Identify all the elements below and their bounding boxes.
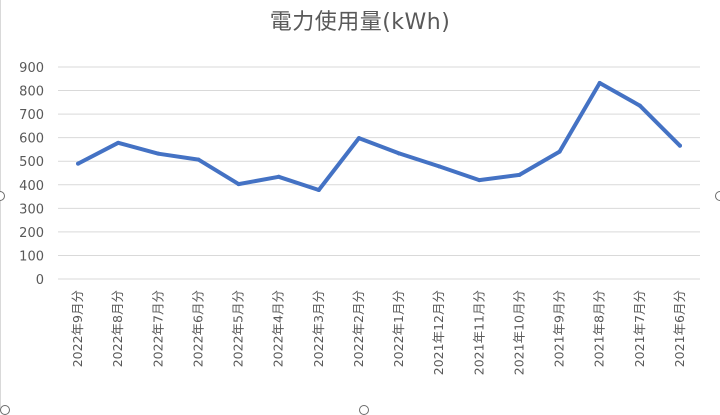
y-tick-label: 700 (19, 108, 44, 123)
y-tick-label: 500 (19, 155, 44, 170)
data-point (316, 187, 321, 192)
y-tick-label: 0 (36, 273, 44, 288)
x-tick-label: 2021年11月分 (471, 290, 486, 375)
y-tick-label: 200 (19, 226, 44, 241)
data-point (196, 157, 201, 162)
x-tick-label: 2022年1月分 (391, 290, 406, 367)
data-point (477, 178, 482, 183)
series-line (76, 81, 682, 192)
x-tick-label: 2022年2月分 (351, 290, 366, 367)
y-tick-label: 400 (19, 179, 44, 194)
x-tick-label: 2021年6月分 (672, 290, 687, 367)
x-tick-label: 2021年12月分 (431, 290, 446, 375)
data-point (517, 172, 522, 177)
x-tick-label: 2022年8月分 (110, 290, 125, 367)
chart-title: 電力使用量(kWh) (269, 10, 451, 35)
data-point (356, 136, 361, 141)
x-tick-label: 2022年9月分 (70, 290, 85, 367)
y-tick-label: 300 (19, 202, 44, 217)
x-tick-label: 2022年6月分 (190, 290, 205, 367)
resize-handle-right[interactable] (715, 191, 720, 201)
data-point (236, 182, 241, 187)
y-tick-label: 600 (19, 132, 44, 147)
x-tick-label: 2022年7月分 (150, 290, 165, 367)
x-tick-label: 2022年4月分 (271, 290, 286, 367)
data-point (397, 151, 402, 156)
resize-handle-bottom-left[interactable] (0, 405, 10, 415)
x-tick-label: 2021年8月分 (592, 290, 607, 367)
x-tick-label: 2022年3月分 (311, 290, 326, 367)
data-point (156, 151, 161, 156)
data-point (76, 161, 81, 166)
y-tick-label: 800 (19, 85, 44, 100)
data-point (437, 164, 442, 169)
x-tick-label: 2022年5月分 (231, 290, 246, 367)
x-tick-label: 2021年10月分 (511, 290, 526, 375)
data-point (597, 81, 602, 86)
y-tick-label: 900 (19, 61, 44, 76)
data-point (557, 149, 562, 154)
resize-handle-bottom[interactable] (359, 405, 369, 415)
data-point (116, 140, 121, 145)
x-tick-label: 2021年9月分 (552, 290, 567, 367)
data-point (637, 103, 642, 108)
data-point (276, 174, 281, 179)
chart-frame-edge (0, 0, 1, 411)
x-tick-label: 2021年7月分 (632, 290, 647, 367)
y-tick-label: 100 (19, 249, 44, 264)
data-point (677, 143, 682, 148)
